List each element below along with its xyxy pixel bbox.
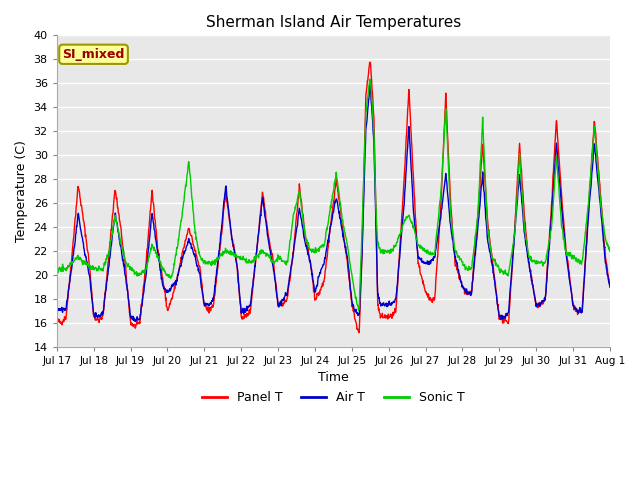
Y-axis label: Temperature (C): Temperature (C) [15, 140, 28, 242]
Title: Sherman Island Air Temperatures: Sherman Island Air Temperatures [205, 15, 461, 30]
Legend: Panel T, Air T, Sonic T: Panel T, Air T, Sonic T [197, 386, 470, 409]
X-axis label: Time: Time [318, 372, 349, 384]
Text: SI_mixed: SI_mixed [62, 48, 125, 61]
